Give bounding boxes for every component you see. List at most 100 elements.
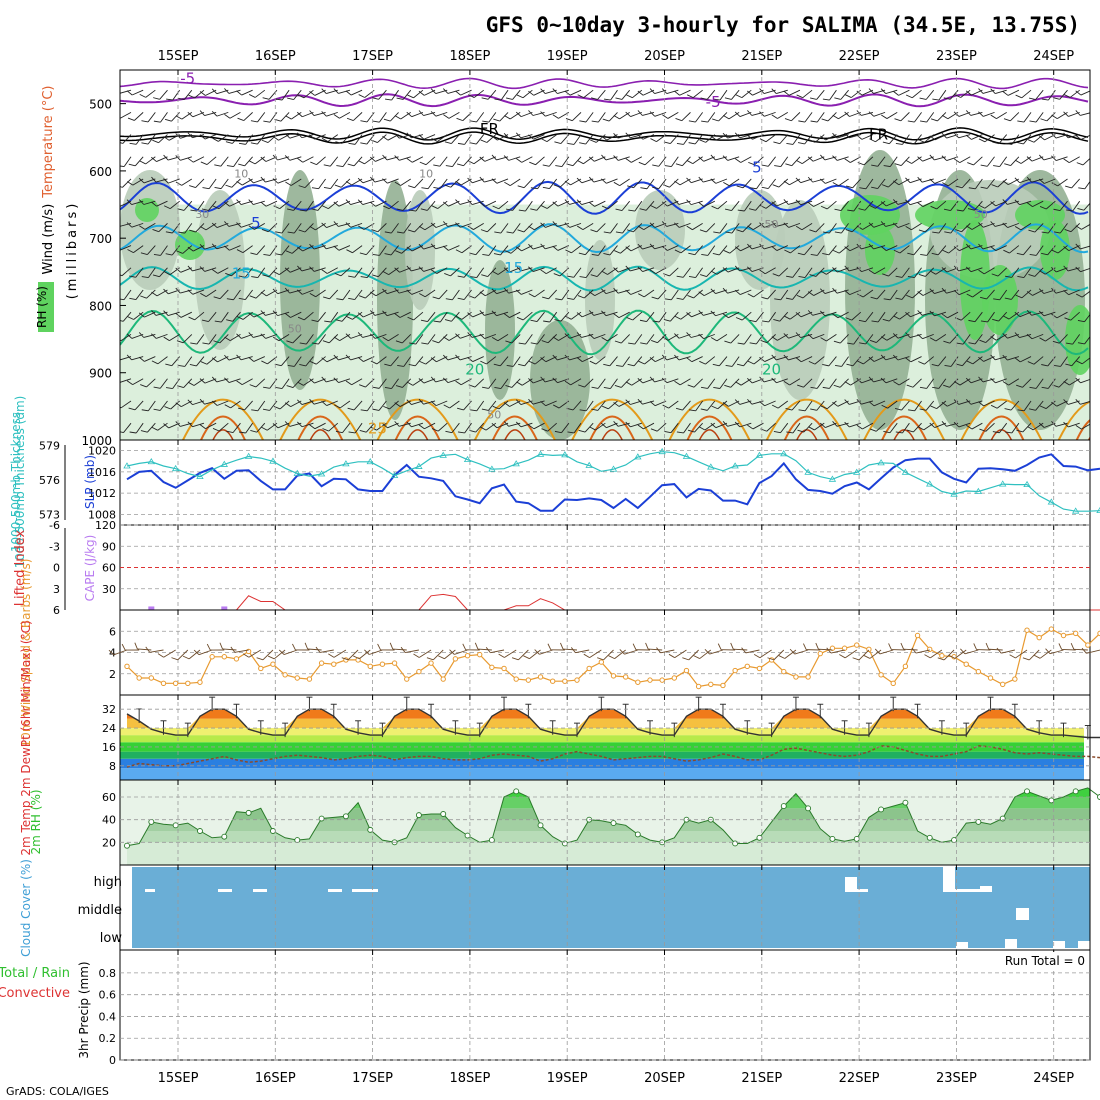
barb-feather (309, 226, 316, 231)
barb-feather (187, 111, 194, 118)
barb-feather (120, 141, 124, 144)
barb-staff (532, 400, 545, 405)
wind10-barb-feather (377, 643, 381, 651)
wind-barb (579, 267, 594, 278)
wind10-barb-feather (985, 642, 990, 650)
barb-staff (329, 156, 339, 167)
barb-feather (297, 265, 303, 272)
barb-feather (140, 295, 147, 299)
barb-feather (345, 333, 352, 339)
barb-feather (260, 291, 267, 297)
wind-barb (335, 311, 351, 322)
wind-barb (772, 178, 789, 188)
barb-feather (698, 291, 705, 296)
wind-barb (120, 289, 132, 301)
barb-staff (146, 378, 156, 388)
wind-barb (250, 112, 266, 123)
barb-staff (205, 422, 217, 430)
barb-feather (807, 333, 814, 339)
barb-staff (766, 334, 776, 343)
wind-barb (907, 112, 922, 123)
barb-staff (181, 178, 193, 186)
barb-feather (359, 429, 367, 433)
barb-feather (820, 405, 828, 410)
wind-barb (579, 400, 594, 412)
barb-feather (615, 97, 623, 100)
barb-staff (366, 134, 375, 145)
wind-barb (795, 332, 813, 338)
barb-staff (183, 89, 193, 100)
barb-staff (740, 378, 752, 386)
barb-feather (528, 90, 534, 96)
barb-feather (662, 114, 669, 119)
barb-staff (814, 422, 825, 431)
wind-barb (129, 422, 144, 434)
precip-tick: 0.4 (99, 1010, 117, 1023)
wind-barb (614, 378, 630, 388)
wind-barb (395, 334, 412, 344)
barb-staff (817, 245, 825, 256)
barb-staff (730, 378, 740, 388)
barb-feather (601, 205, 609, 210)
barb-staff (508, 289, 521, 294)
barb-staff (157, 422, 168, 431)
wind-barb (370, 176, 387, 183)
barb-feather (649, 401, 656, 407)
barb-feather (250, 142, 258, 145)
wind-barb (297, 421, 314, 428)
wind-barb (868, 111, 886, 117)
barb-feather (430, 243, 437, 250)
barb-feather (284, 421, 291, 427)
barb-feather (309, 424, 316, 430)
barb-staff (544, 378, 557, 383)
barb-staff (281, 89, 290, 101)
barb-staff (682, 267, 691, 278)
barb-feather (614, 340, 622, 344)
barb-staff (815, 267, 825, 277)
barb-feather (249, 94, 256, 98)
wind-barb (686, 156, 703, 165)
barb-feather (565, 315, 572, 320)
wind-barb (482, 112, 497, 123)
wind-barb (457, 134, 472, 145)
barb-feather (226, 165, 234, 168)
barb-feather (284, 287, 291, 294)
barb-staff (133, 245, 144, 253)
barb-feather (345, 180, 352, 186)
contour-35 (796, 429, 818, 440)
wind-barb (347, 400, 363, 411)
barb-feather (309, 91, 316, 96)
wind-barb (238, 134, 253, 145)
barb-feather (869, 428, 877, 432)
wind10-barb-staff (589, 649, 602, 658)
wind-barb (857, 289, 874, 298)
wind-barb (395, 378, 412, 388)
wind-barb (710, 267, 728, 275)
barb-staff (792, 267, 801, 278)
contour-25 (376, 398, 459, 440)
barb-staff (618, 311, 630, 319)
barb-staff (571, 311, 582, 320)
barb-staff (693, 289, 703, 299)
wind-barb (297, 89, 314, 99)
wind-barb (129, 267, 144, 278)
barb-feather (662, 336, 669, 341)
barb-feather (503, 133, 510, 139)
barb-feather (649, 269, 656, 275)
wind-barb (676, 422, 691, 434)
barb-staff (861, 267, 874, 273)
wind10-barb-staff (674, 649, 687, 659)
wind-speed-point (185, 680, 191, 687)
wind-barb (236, 89, 253, 96)
barb-staff (403, 356, 412, 367)
barb-feather (601, 154, 607, 161)
barb-staff (717, 400, 728, 410)
wind-speed-point (659, 677, 665, 683)
barb-staff (667, 111, 679, 119)
barb-feather (239, 431, 246, 434)
wind-barb (140, 422, 156, 433)
barb-staff (1084, 178, 1090, 190)
barb-feather (919, 120, 927, 123)
barb-feather (810, 97, 817, 100)
barb-staff (535, 156, 545, 166)
